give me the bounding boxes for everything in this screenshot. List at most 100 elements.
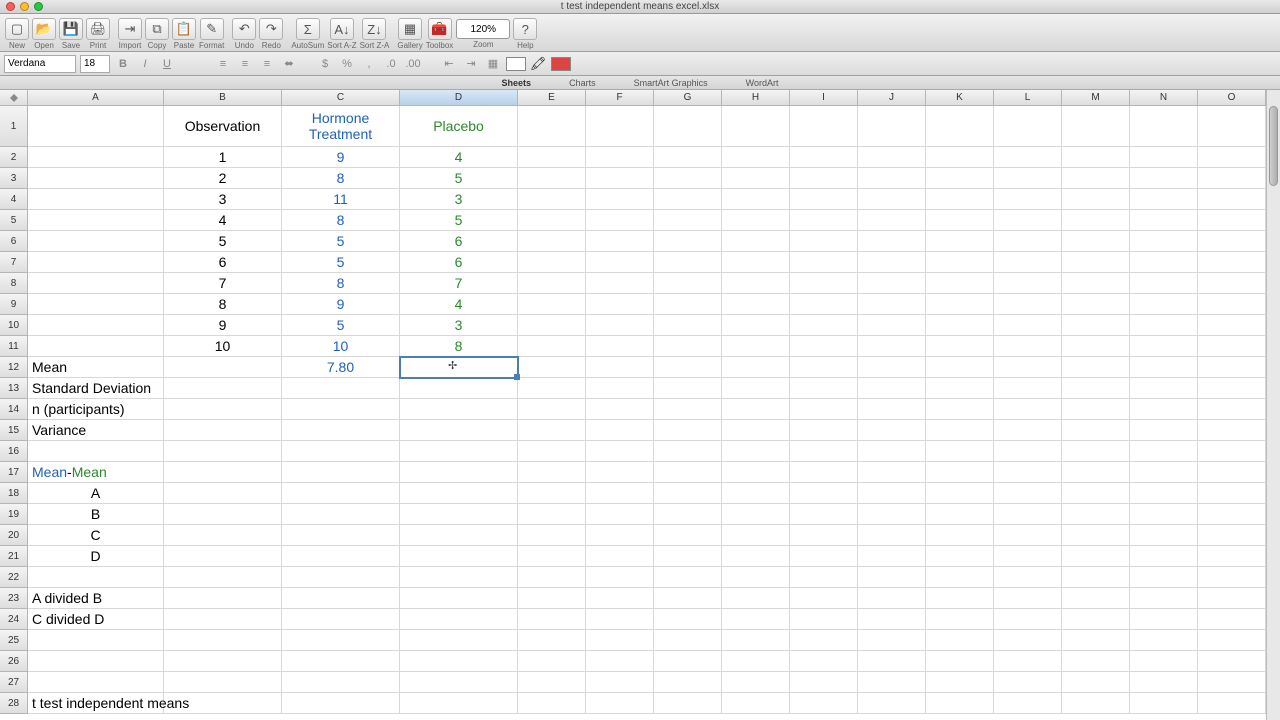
cell-C22[interactable] (282, 567, 400, 588)
cell-M16[interactable] (1062, 441, 1130, 462)
cell-K8[interactable] (926, 273, 994, 294)
cell-K7[interactable] (926, 252, 994, 273)
cell-B26[interactable] (164, 651, 282, 672)
cell-C26[interactable] (282, 651, 400, 672)
cell-I19[interactable] (790, 504, 858, 525)
cell-F26[interactable] (586, 651, 654, 672)
gallery-button[interactable]: ▦ (398, 18, 422, 40)
cell-E16[interactable] (518, 441, 586, 462)
cell-G19[interactable] (654, 504, 722, 525)
row-header-15[interactable]: 15 (0, 420, 28, 441)
row-header-24[interactable]: 24 (0, 609, 28, 630)
cell-I25[interactable] (790, 630, 858, 651)
cell-J21[interactable] (858, 546, 926, 567)
cell-K28[interactable] (926, 693, 994, 714)
cell-H23[interactable] (722, 588, 790, 609)
cell-E10[interactable] (518, 315, 586, 336)
cell-K12[interactable] (926, 357, 994, 378)
cell-L12[interactable] (994, 357, 1062, 378)
cell-F18[interactable] (586, 483, 654, 504)
cell-H15[interactable] (722, 420, 790, 441)
cell-E13[interactable] (518, 378, 586, 399)
col-header-H[interactable]: H (722, 90, 790, 106)
tab-wordart[interactable]: WordArt (736, 78, 789, 88)
cell-F8[interactable] (586, 273, 654, 294)
cell-J12[interactable] (858, 357, 926, 378)
cell-N22[interactable] (1130, 567, 1198, 588)
cell-O8[interactable] (1198, 273, 1266, 294)
cell-M11[interactable] (1062, 336, 1130, 357)
cell-D21[interactable] (400, 546, 518, 567)
cell-N23[interactable] (1130, 588, 1198, 609)
cell-I18[interactable] (790, 483, 858, 504)
cell-K18[interactable] (926, 483, 994, 504)
open-button[interactable]: 📂 (32, 18, 56, 40)
cell-A25[interactable] (28, 630, 164, 651)
cell-F14[interactable] (586, 399, 654, 420)
col-header-L[interactable]: L (994, 90, 1062, 106)
cell-H19[interactable] (722, 504, 790, 525)
import-button[interactable]: ⇥ (118, 18, 142, 40)
cell-F27[interactable] (586, 672, 654, 693)
cell-D17[interactable] (400, 462, 518, 483)
cell-D19[interactable] (400, 504, 518, 525)
cell-L20[interactable] (994, 525, 1062, 546)
cell-F25[interactable] (586, 630, 654, 651)
row-header-10[interactable]: 10 (0, 315, 28, 336)
cell-I24[interactable] (790, 609, 858, 630)
cell-D16[interactable] (400, 441, 518, 462)
cell-I7[interactable] (790, 252, 858, 273)
cell-L18[interactable] (994, 483, 1062, 504)
indent-right-button[interactable]: ⇥ (462, 55, 480, 73)
cell-I22[interactable] (790, 567, 858, 588)
cell-A5[interactable] (28, 210, 164, 231)
cell-N16[interactable] (1130, 441, 1198, 462)
cell-K17[interactable] (926, 462, 994, 483)
cell-J1[interactable] (858, 106, 926, 147)
cell-G14[interactable] (654, 399, 722, 420)
cell-A10[interactable] (28, 315, 164, 336)
cell-N20[interactable] (1130, 525, 1198, 546)
cell-L13[interactable] (994, 378, 1062, 399)
row-header-6[interactable]: 6 (0, 231, 28, 252)
cell-B3[interactable]: 2 (164, 168, 282, 189)
cell-K20[interactable] (926, 525, 994, 546)
cell-B5[interactable]: 4 (164, 210, 282, 231)
cell-H18[interactable] (722, 483, 790, 504)
cell-M20[interactable] (1062, 525, 1130, 546)
highlight-button[interactable]: 🖍 (530, 56, 547, 72)
cell-J28[interactable] (858, 693, 926, 714)
cell-L15[interactable] (994, 420, 1062, 441)
cell-H7[interactable] (722, 252, 790, 273)
cell-O23[interactable] (1198, 588, 1266, 609)
cell-K24[interactable] (926, 609, 994, 630)
cell-K10[interactable] (926, 315, 994, 336)
row-header-27[interactable]: 27 (0, 672, 28, 693)
cell-H10[interactable] (722, 315, 790, 336)
cell-O4[interactable] (1198, 189, 1266, 210)
cell-J11[interactable] (858, 336, 926, 357)
cell-D4[interactable]: 3 (400, 189, 518, 210)
cell-A7[interactable] (28, 252, 164, 273)
row-header-8[interactable]: 8 (0, 273, 28, 294)
cell-M21[interactable] (1062, 546, 1130, 567)
cell-L24[interactable] (994, 609, 1062, 630)
cell-E23[interactable] (518, 588, 586, 609)
cell-G23[interactable] (654, 588, 722, 609)
cell-K19[interactable] (926, 504, 994, 525)
cell-A3[interactable] (28, 168, 164, 189)
copy-button[interactable]: ⧉ (145, 18, 169, 40)
cell-M27[interactable] (1062, 672, 1130, 693)
cell-A13[interactable]: Standard Deviation (28, 378, 164, 399)
cell-D1[interactable]: Placebo (400, 106, 518, 147)
cell-A26[interactable] (28, 651, 164, 672)
cell-B10[interactable]: 9 (164, 315, 282, 336)
cell-H3[interactable] (722, 168, 790, 189)
cell-M12[interactable] (1062, 357, 1130, 378)
cell-N17[interactable] (1130, 462, 1198, 483)
cell-N8[interactable] (1130, 273, 1198, 294)
cell-K14[interactable] (926, 399, 994, 420)
cell-J13[interactable] (858, 378, 926, 399)
cell-O1[interactable] (1198, 106, 1266, 147)
cell-H25[interactable] (722, 630, 790, 651)
